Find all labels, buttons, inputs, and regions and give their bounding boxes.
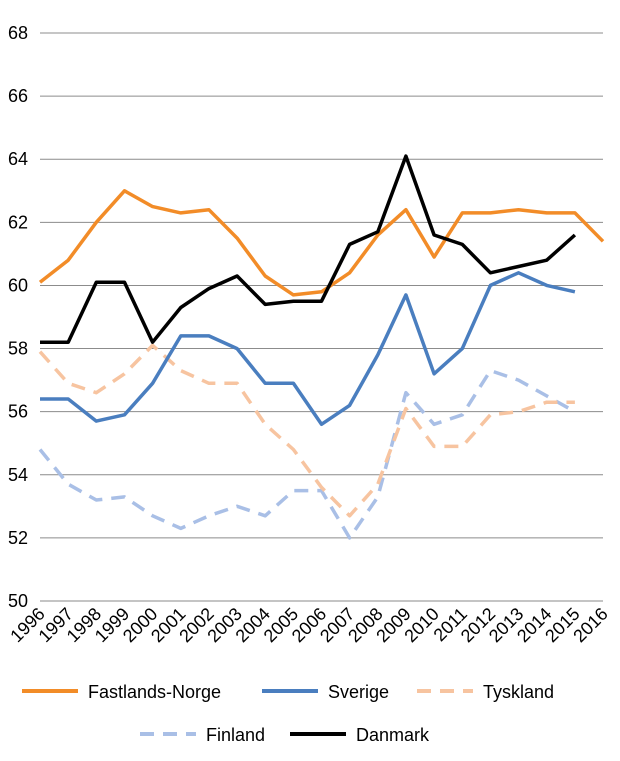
y-tick-label: 60	[8, 275, 28, 295]
y-tick-label: 68	[8, 23, 28, 43]
gridlines	[40, 32, 603, 539]
legend-label: Fastlands-Norge	[88, 682, 221, 702]
series-line-sverige	[40, 271, 576, 427]
y-tick-label: 54	[8, 465, 28, 485]
x-axis-tick-labels: 1996199719981999200020012002200320042005…	[6, 604, 611, 646]
y-tick-label: 58	[8, 339, 28, 359]
legend: Fastlands-Norge Sverige Tyskland Finland Dan…	[22, 682, 554, 745]
legend-label: Danmark	[356, 725, 430, 745]
legend-item-fastlands-norge: Fastlands-Norge	[22, 682, 221, 702]
y-tick-label: 62	[8, 212, 28, 232]
series-line-danmark	[40, 154, 577, 344]
series-line-finland	[38, 368, 576, 540]
y-tick-label: 52	[8, 528, 28, 548]
legend-label: Sverige	[328, 682, 389, 702]
y-tick-label: 64	[8, 149, 28, 169]
series-line-tyskland	[38, 343, 575, 518]
legend-item-sverige: Sverige	[262, 682, 389, 702]
y-tick-label: 56	[8, 402, 28, 422]
legend-item-danmark: Danmark	[290, 725, 430, 745]
legend-item-tyskland: Tyskland	[417, 682, 554, 702]
legend-label: Finland	[206, 725, 265, 745]
series-line-fastlands-norge	[38, 189, 605, 297]
y-tick-label: 50	[8, 591, 28, 611]
legend-label: Tyskland	[483, 682, 554, 702]
legend-item-finland: Finland	[140, 725, 265, 745]
series-lines	[38, 154, 605, 540]
y-tick-label: 66	[8, 86, 28, 106]
y-axis-tick-labels: 50 52 54 56 58 60 62 64 66 68	[8, 23, 28, 611]
